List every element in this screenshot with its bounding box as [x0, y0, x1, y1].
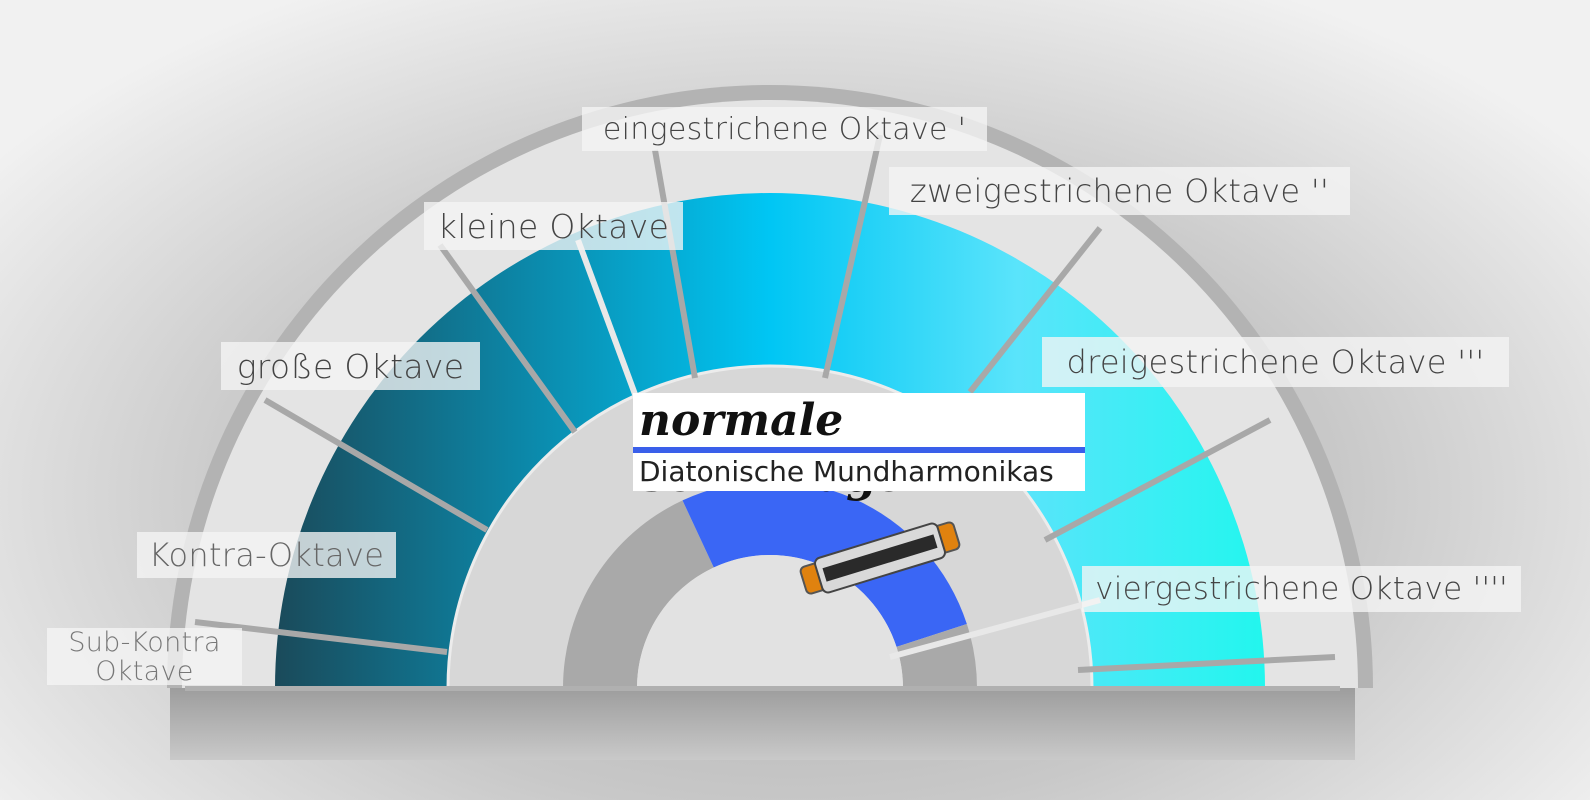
pointer — [575, 238, 639, 399]
octave-label: zweigestrichene Oktave '' — [889, 167, 1350, 215]
octave-label: Sub-Kontra Oktave — [47, 628, 242, 686]
harmonica — [799, 521, 961, 595]
octave-band — [275, 193, 1265, 688]
octave-label: eingestrichene Oktave ' — [582, 107, 987, 151]
pointer — [437, 243, 578, 434]
octave-label: Kontra-Oktave — [137, 532, 396, 578]
base — [170, 688, 1355, 760]
pointer — [263, 397, 489, 533]
subtitle: Diatonische Mundharmonikas — [633, 453, 1085, 491]
octave-label: dreigestrichene Oktave ''' — [1042, 337, 1509, 387]
base-line — [185, 686, 1340, 691]
pointer-lines — [194, 134, 1336, 673]
pointer — [889, 597, 1101, 660]
range-gray — [563, 500, 714, 688]
pointer — [967, 226, 1103, 394]
pointer — [822, 134, 883, 379]
pointer — [1077, 654, 1336, 673]
pointer — [652, 149, 698, 379]
pointer — [1043, 417, 1272, 543]
title: normale Stimmlage — [633, 393, 1085, 502]
octave-label: viergestrichene Oktave '''' — [1082, 566, 1521, 612]
pointer — [194, 619, 448, 655]
octave-label: kleine Oktave — [424, 202, 683, 250]
harmonica-holes — [822, 534, 938, 582]
octave-label: große Oktave — [221, 342, 480, 390]
